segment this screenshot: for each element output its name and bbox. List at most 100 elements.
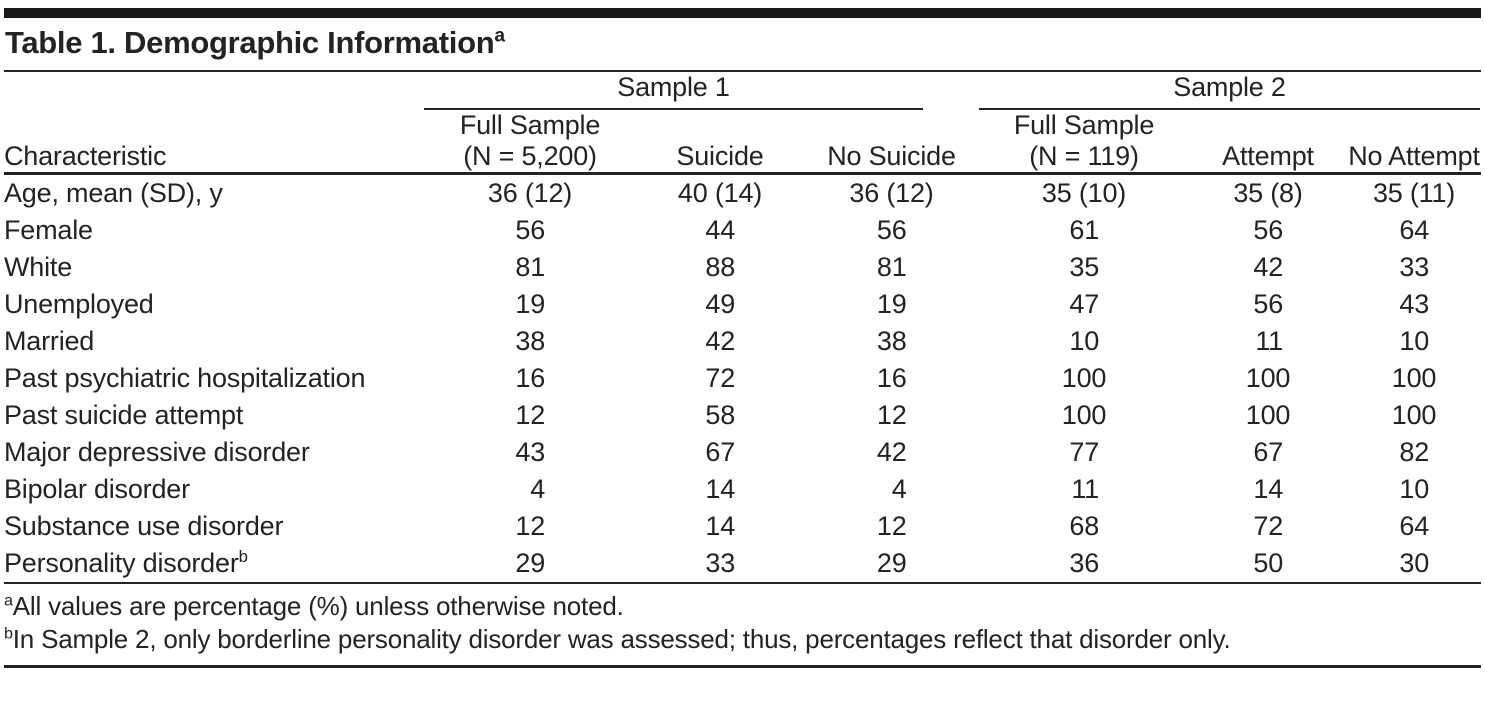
cell-value: 44 [636,212,804,249]
cell-value-text: 42 [876,437,907,467]
cell-value: 38 [424,323,636,360]
row-label: Age, mean (SD), y [4,178,223,208]
row-label: Past suicide attempt [4,400,244,430]
cell-value-text: 50 [1253,548,1284,578]
table-row: Bipolar disorder 4 14 4 11 14 10 [4,471,1481,508]
footnote-a: aAll values are percentage (%) unless ot… [4,590,1481,623]
cell-value-text: 30 [1399,548,1430,578]
table-title-text: Table 1. Demographic Information [5,25,495,60]
footnote-a-text: All values are percentage (%) unless oth… [12,591,624,621]
cell-value-text: 44 [705,215,736,245]
cell-value-text: 81 [515,252,546,282]
cell-value-text: 35 [1069,252,1100,282]
cell-value: 4 [804,471,979,508]
cell-value-text: 40 (14) [677,178,763,208]
cell-value-text: 35 (8) [1233,178,1303,208]
cell-value: 77 [979,434,1189,471]
cell-value-text: 56 [515,215,546,245]
row-label: Substance use disorder [4,511,284,541]
cell-value-text: 11 [1071,474,1100,504]
cell-value: 64 [1347,212,1481,249]
cell-value: 12 [424,397,636,434]
cell-value-text: 100 [1245,363,1291,393]
cell-value-text: 47 [1069,289,1100,319]
cell-value: 19 [424,286,636,323]
cell-value-text: 12 [515,400,546,430]
cell-value: 72 [1189,508,1347,545]
group-header-sample1-label: Sample 1 [424,72,923,110]
cell-value: 10 [979,323,1189,360]
cell-value: 64 [1347,508,1481,545]
row-label: Married [4,326,95,356]
cell-value: 61 [979,212,1189,249]
cell-value-text: 35 (10) [1041,178,1127,208]
cell-value-text: 12 [515,511,546,541]
cell-value: 81 [424,249,636,286]
cell-value-text: 82 [1399,437,1430,467]
cell-value-text: 67 [705,437,736,467]
cell-value: 58 [636,397,804,434]
cell-value-text: 100 [1061,400,1107,430]
cell-value-text: 35 (11) [1372,178,1456,208]
cell-value: 50 [1189,545,1347,584]
row-label: White [4,252,73,282]
cell-value: 100 [1347,360,1481,397]
cell-value-text: 64 [1399,511,1430,541]
cell-value-text: 58 [705,400,736,430]
cell-value: 10 [1347,471,1481,508]
footnote-b-marker: b [4,624,13,643]
cell-value: 43 [424,434,636,471]
row-label: Bipolar disorder [4,474,190,504]
col-header-line: (N = 119) [1029,141,1139,171]
table-row: Major depressive disorder 43 67 42 77 67 82 [4,434,1481,471]
cell-value: 56 [1189,212,1347,249]
cell-value-text: 72 [705,363,736,393]
row-label: Female [4,215,93,245]
row-label-footnote-marker: b [238,547,248,566]
footnote-b-text: In Sample 2, only borderline personality… [12,624,1231,654]
cell-value-text: 72 [1253,511,1284,541]
cell-value-text: 43 [515,437,546,467]
cell-value-text: 14 [705,511,736,541]
cell-value-text: 64 [1399,215,1430,245]
table-row: Personality disorderb 29 33 29 36 50 30 [4,545,1482,584]
group-header-sample1: Sample 1 [424,72,979,110]
col-header-attempt: Attempt [1189,110,1347,175]
cell-value-text: 11 [1255,326,1284,356]
cell-value: 29 [804,545,979,584]
table-row: Age, mean (SD), y 36 (12) 40 (14) 36 (12) 35… [4,174,1481,213]
cell-value-text: 12 [876,511,907,541]
cell-value: 100 [1347,397,1481,434]
cell-value: 40 (14) [636,174,804,213]
table-row: Married 38 42 38 10 11 10 [4,323,1481,360]
row-label: Past psychiatric hospitalization [4,363,366,393]
table-body: Age, mean (SD), y 36 (12) 40 (14) 36 (12) 35… [4,174,1482,584]
cell-value-text: 67 [1253,437,1284,467]
cell-value: 56 [424,212,636,249]
table-row: Past suicide attempt 12 58 12 100 100 100 [4,397,1481,434]
cell-value: 36 (12) [424,174,636,213]
cell-value: 12 [804,508,979,545]
cell-value: 14 [636,471,804,508]
table-top-bar [4,8,1481,18]
row-label: Unemployed [4,289,154,319]
cell-value-text: 36 [1069,548,1100,578]
cell-value-text: 100 [1391,400,1437,430]
cell-value: 56 [804,212,979,249]
group-header-row: Sample 1 Sample 2 [4,72,1481,110]
cell-value: 100 [979,360,1189,397]
cell-value: 38 [804,323,979,360]
cell-value-text: 4 [530,474,546,504]
cell-value-text: 19 [515,289,546,319]
cell-value-text: 14 [705,474,736,504]
cell-value-text: 61 [1069,215,1100,245]
cell-value-text: 10 [1069,326,1100,356]
col-header-full-sample-2: Full Sample (N = 119) [979,110,1189,175]
demographic-table: Sample 1 Sample 2 Characteristic Full Sa… [4,72,1482,584]
cell-value-text: 16 [515,363,546,393]
table-title: Table 1. Demographic Informationa [5,25,1480,61]
cell-value: 72 [636,360,804,397]
cell-value: 35 [979,249,1189,286]
cell-value: 35 (11) [1347,174,1481,213]
cell-value: 36 (12) [804,174,979,213]
